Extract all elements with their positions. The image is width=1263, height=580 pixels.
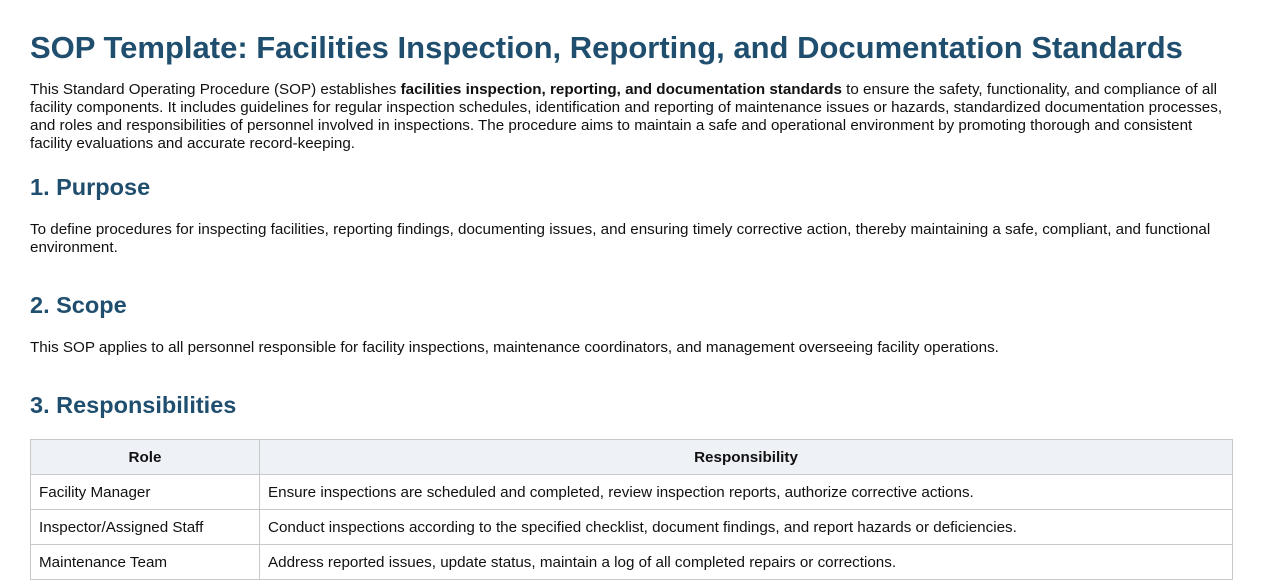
scope-text: This SOP applies to all personnel respon… [30, 339, 999, 356]
role-cell: Maintenance Team [30, 544, 260, 580]
purpose-heading: 1. Purpose [30, 174, 151, 200]
intro-bold: facilities inspection, reporting, and do… [400, 81, 842, 98]
responsibilities-heading: 3. Responsibilities [30, 392, 237, 418]
header-responsibility: Responsibility [259, 439, 1233, 475]
responsibility-cell: Address reported issues, update status, … [259, 544, 1233, 580]
table-header-row: Role Responsibility [30, 439, 1233, 475]
intro-text-rest: to ensure the safety, functionality, and… [30, 81, 1223, 152]
responsibility-cell: Ensure inspections are scheduled and com… [259, 474, 1233, 510]
table-row: Maintenance Team Address reported issues… [30, 544, 1233, 580]
table-row: Facility Manager Ensure inspections are … [30, 474, 1233, 510]
role-cell: Inspector/Assigned Staff [30, 509, 260, 545]
intro-paragraph: This Standard Operating Procedure (SOP) … [30, 81, 1233, 153]
intro-text: This Standard Operating Procedure (SOP) … [30, 81, 401, 98]
responsibilities-table: Role Responsibility Facility Manager Ens… [30, 439, 1233, 580]
responsibility-cell: Conduct inspections according to the spe… [259, 509, 1233, 545]
scope-heading: 2. Scope [30, 292, 127, 318]
page-title: SOP Template: Facilities Inspection, Rep… [30, 30, 1183, 65]
purpose-text: To define procedures for inspecting faci… [30, 221, 1211, 256]
table-row: Inspector/Assigned Staff Conduct inspect… [30, 509, 1233, 545]
header-role: Role [30, 439, 260, 475]
role-cell: Facility Manager [30, 474, 260, 510]
